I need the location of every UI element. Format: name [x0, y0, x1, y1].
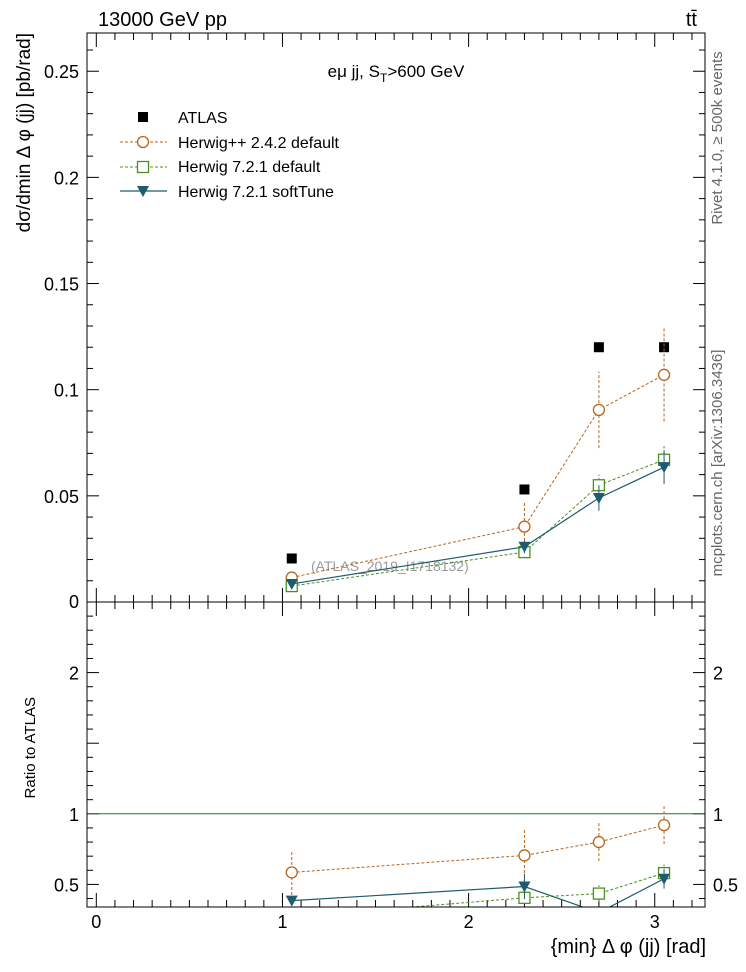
ratio-point-herwig-2-4-2-default — [592, 835, 606, 849]
x-tick-label: 0 — [91, 912, 101, 932]
ratio-point-herwig-7-2-1-softtune — [518, 881, 531, 893]
analysis-watermark: (ATLAS_2019_I1718132) — [311, 558, 469, 574]
ratio-y-tick-label: 0.5 — [54, 875, 79, 895]
legend-marker-herwig7-default — [136, 160, 150, 174]
main-y-tick-label: 0.05 — [44, 487, 79, 507]
main-point-atlas — [519, 484, 530, 495]
legend-marker-herwig7-softtune — [137, 186, 149, 197]
ratio-series-herwig-7-2-1-default — [286, 864, 671, 922]
panel-title: eμ jj, ST>600 GeV — [328, 62, 465, 85]
main-y-tick-label: 0.25 — [44, 62, 79, 82]
ratio-line-herwig-7-2-1-default — [406, 872, 665, 907]
ratio-axis-ticks: 0 1 2 3 0.5 0.5 1 1 2 2 — [54, 602, 738, 932]
ratio-point-herwig-7-2-1-softtune — [285, 895, 298, 907]
panel-title-main: eμ jj, S — [328, 62, 380, 81]
x-tick-label: 2 — [464, 912, 474, 932]
legend-label-herwig7-default: Herwig 7.2.1 default — [178, 159, 321, 176]
ratio-y-tick-label: 1 — [69, 805, 79, 825]
process-label: tt̄ — [686, 9, 698, 31]
legend-label-herwigpp: Herwig++ 2.4.2 default — [178, 135, 340, 152]
ratio-y-tick-label-right: 0.5 — [713, 875, 738, 895]
ratio-y-axis-title: Ratio to ATLAS — [22, 697, 39, 798]
main-point-atlas — [593, 342, 604, 353]
ratio-point-herwig-2-4-2-default — [285, 866, 298, 879]
energy-label: 13000 GeV pp — [98, 9, 227, 31]
main-line-herwig-7-2-1-softtune — [291, 466, 665, 585]
main-series-atlas — [286, 342, 670, 564]
ratio-line-herwig-2-4-2-default — [291, 824, 665, 873]
x-tick-label: 3 — [650, 912, 660, 932]
ratio-point-herwig-7-2-1-default — [286, 911, 297, 922]
ratio-line-herwig-7-2-1-softtune — [291, 878, 665, 907]
legend-label-atlas: ATLAS — [178, 110, 228, 127]
x-axis-title: {min} Δ φ (jj) [rad] — [551, 936, 706, 958]
main-point-herwig-7-2-1-softtune — [658, 462, 671, 474]
ratio-series-herwig-2-4-2-default — [285, 806, 671, 895]
main-series-herwig-2-4-2-default — [285, 328, 671, 586]
main-line-herwig-2-4-2-default — [291, 374, 665, 579]
ratio-y-tick-label: 2 — [69, 664, 79, 684]
main-line-herwig-7-2-1-default — [291, 459, 665, 587]
legend: ATLAS Herwig++ 2.4.2 default Herwig 7.2.… — [120, 110, 340, 201]
legend-label-herwig7-softtune: Herwig 7.2.1 softTune — [178, 184, 334, 201]
main-y-tick-label: 0 — [69, 592, 79, 612]
ratio-point-herwig-7-2-1-softtune — [658, 873, 671, 885]
main-series-herwig-7-2-1-softtune — [285, 450, 671, 590]
main-point-herwig-7-2-1-softtune — [285, 578, 298, 590]
ratio-y-tick-label-right: 2 — [713, 664, 723, 684]
main-y-tick-label: 0.1 — [54, 381, 79, 401]
main-point-herwig-2-4-2-default — [657, 368, 671, 381]
ratio-plot-frame — [86, 601, 706, 908]
legend-marker-atlas — [138, 112, 148, 122]
main-axis-ticks: 0 0.05 0.1 0.15 0.2 0.25 — [44, 33, 705, 612]
panel-title-tail: >600 GeV — [387, 62, 465, 81]
main-point-herwig-2-4-2-default — [592, 403, 606, 417]
main-y-tick-label: 0.15 — [44, 275, 79, 295]
ratio-point-herwig-7-2-1-softtune — [593, 908, 605, 919]
main-point-herwig-2-4-2-default — [518, 520, 531, 533]
mcplots-label: mcplots.cern.ch [arXiv:1306.3436] — [709, 350, 726, 577]
main-series-layer — [285, 328, 671, 593]
legend-marker-herwigpp — [136, 135, 150, 149]
main-point-herwig-7-2-1-softtune — [518, 541, 531, 553]
ratio-point-herwig-7-2-1-default — [592, 887, 606, 900]
ratio-series-herwig-7-2-1-softtune — [285, 868, 671, 919]
x-tick-label: 1 — [277, 912, 287, 932]
main-point-atlas — [659, 342, 670, 353]
main-y-tick-label: 0.2 — [54, 168, 79, 188]
rivet-version-label: Rivet 4.1.0, ≥ 500k events — [709, 51, 726, 224]
ratio-y-tick-label-right: 1 — [713, 805, 723, 825]
main-point-herwig-7-2-1-softtune — [592, 492, 605, 504]
ratio-point-herwig-2-4-2-default — [657, 818, 671, 832]
main-point-atlas — [286, 553, 297, 564]
panel-title-sub: T — [380, 71, 388, 85]
ratio-series-layer — [87, 806, 705, 922]
ratio-point-herwig-2-4-2-default — [518, 849, 531, 862]
main-y-axis-title: dσ/dmin Δ φ (jj) [pb/rad] — [14, 33, 35, 232]
